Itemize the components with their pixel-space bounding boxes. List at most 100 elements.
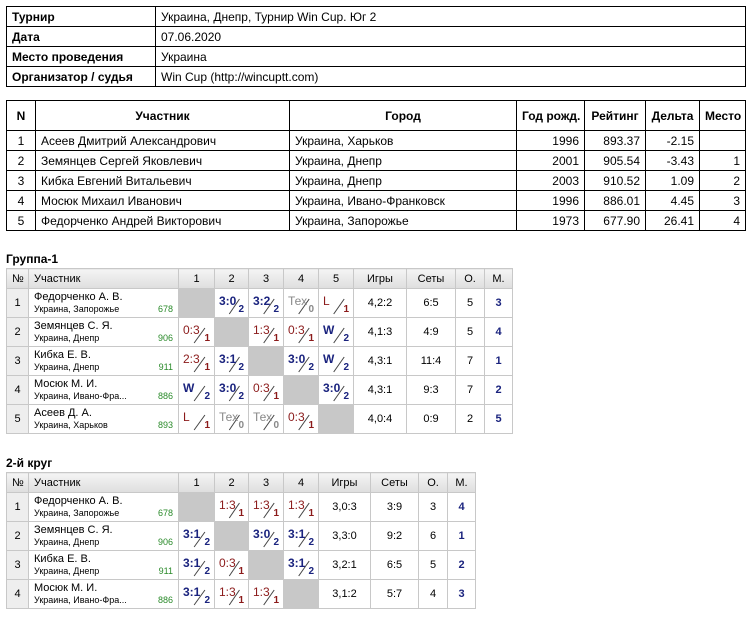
player-name: Федорченко А. В. (34, 495, 123, 507)
score: 0:3 (183, 323, 200, 337)
slash-line (298, 502, 310, 519)
player-name: Кибка Е. В. (34, 553, 91, 565)
score-cell: 3:2 2 (248, 288, 284, 318)
points: 7 (455, 346, 485, 376)
slash-line (333, 327, 345, 344)
participant-cell: 2003 (516, 170, 585, 191)
column-header: Рейтинг (584, 100, 646, 131)
player-city: Украина, Ивано-Фра... (34, 595, 127, 605)
place: 4 (447, 492, 476, 522)
participant-cell: 677.90 (584, 210, 646, 231)
slash (263, 502, 275, 519)
match-points: 1 (238, 566, 244, 577)
slash (193, 531, 206, 548)
header-row: № Участник 1 2 3 4 Игры Сеты О. М. (6, 472, 476, 493)
place: 4 (484, 317, 513, 347)
player-details: Украина, Днепр 911 (34, 362, 173, 373)
match-points: 2 (273, 537, 279, 548)
score: 3:0 (219, 294, 237, 308)
player-rating: 886 (157, 595, 173, 605)
participant-cell (699, 130, 746, 151)
player-name: Асеев Д. А. (34, 407, 92, 419)
header-row: № Участник 1 2 3 4 5 Игры Сеты О. М. (6, 268, 513, 289)
participant-cell: 26.41 (645, 210, 700, 231)
player-name: Земянцев С. Я. (34, 524, 113, 536)
score-cell: 3:1 2 (178, 579, 215, 609)
score: Тех (219, 410, 239, 424)
score: 3:1 (288, 527, 306, 541)
slash (298, 356, 310, 373)
slash (228, 589, 240, 606)
player-city: Украина, Запорожье (34, 304, 120, 314)
slash-line (228, 589, 240, 606)
slash-line (333, 356, 345, 373)
score-cell: 1:3 1 (283, 492, 319, 522)
player-number: 5 (6, 404, 29, 434)
column-header: Сеты (406, 268, 456, 289)
info-value: Win Cup (http://wincuptt.com) (155, 66, 746, 87)
slash-line (263, 414, 275, 431)
player-row: 3 Кибка Е. В. Украина, Днепр 911 2:3 1 3:1 2 3:0… (6, 346, 513, 376)
player-name: Земянцев С. Я. (34, 320, 113, 332)
match-points: 0 (273, 420, 279, 431)
slash-line (263, 385, 275, 402)
slash-line (228, 385, 240, 402)
slash (263, 385, 275, 402)
player: Федорченко А. В. Украина, Запорожье 678 (28, 492, 179, 522)
score-cell: 1:3 1 (214, 579, 249, 609)
column-header: О. (455, 268, 485, 289)
column-header: № (6, 472, 29, 493)
place: 5 (484, 404, 513, 434)
slash-line (298, 356, 310, 373)
info-value: 07.06.2020 (155, 26, 746, 47)
player-city: Украина, Ивано-Фра... (34, 391, 127, 401)
diagonal-cell (178, 492, 215, 522)
player-row: 4 Мосюк М. И. Украина, Ивано-Фра... 886 W 2 3:… (6, 375, 513, 405)
games: 3,3:0 (318, 521, 371, 551)
slash (263, 327, 275, 344)
score-cell: 0:3 1 (283, 317, 319, 347)
match-points: 1 (273, 508, 279, 519)
games: 3,0:3 (318, 492, 371, 522)
player-city: Украина, Запорожье (34, 508, 120, 518)
player-rating: 906 (157, 333, 173, 343)
slash (228, 414, 240, 431)
player-city: Украина, Днепр (34, 362, 100, 372)
score-cell: 0:3 1 (283, 404, 319, 434)
score: Тех (288, 294, 308, 308)
player-name: Кибка Е. В. (34, 349, 91, 361)
participant-cell: 2001 (516, 150, 585, 171)
player-details: Украина, Запорожье 678 (34, 508, 173, 519)
slash-line (263, 327, 275, 344)
sets: 3:9 (370, 492, 419, 522)
participant-cell: -3.43 (645, 150, 700, 171)
info-row: Дата 07.06.2020 (6, 26, 746, 47)
match-points: 1 (308, 420, 314, 431)
slash-line (298, 414, 310, 431)
column-header: N (6, 100, 36, 131)
score: 3:0 (253, 527, 271, 541)
player-rating: 911 (158, 362, 173, 372)
participant-cell: 4 (6, 190, 36, 211)
column-header: 3 (248, 268, 284, 289)
info-value: Украина, Днепр, Турнир Win Cup. Юг 2 (155, 6, 746, 27)
match-points: 2 (204, 595, 210, 606)
slash-line (228, 502, 240, 519)
score: 1:3 (219, 585, 236, 599)
sets: 6:5 (370, 550, 419, 580)
participant-cell: 1973 (516, 210, 585, 231)
diagonal-cell (248, 550, 284, 580)
slash-line (193, 414, 206, 431)
info-row: Турнир Украина, Днепр, Турнир Win Cup. Юг… (6, 6, 746, 27)
score-cell: 1:3 1 (248, 579, 284, 609)
slash-line (333, 385, 345, 402)
slash (298, 327, 310, 344)
match-points: 0 (308, 304, 314, 315)
points: 6 (418, 521, 448, 551)
info-label: Организатор / судья (6, 66, 156, 87)
slash-line (193, 560, 206, 577)
match-points: 1 (204, 420, 210, 431)
slash-line (228, 560, 240, 577)
